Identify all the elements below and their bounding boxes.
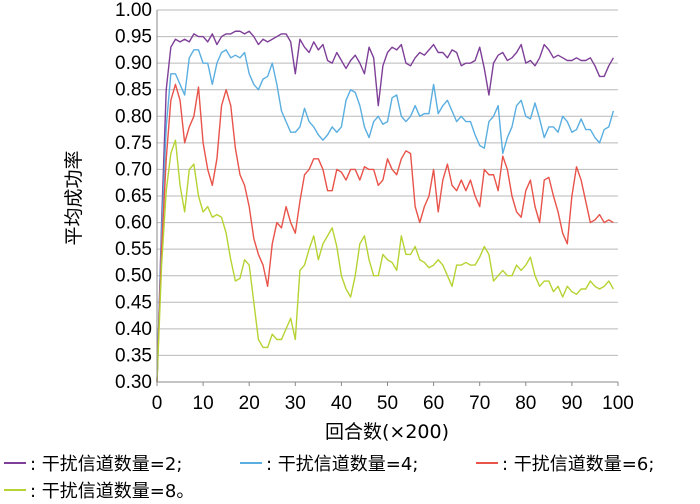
x-tick-label: 10 [193, 393, 214, 414]
y-tick-label: 0.40 [115, 319, 152, 340]
axes [156, 10, 619, 386]
x-tick-label: 50 [377, 393, 398, 414]
y-tick-label: 0.30 [115, 372, 152, 393]
legend-item-6: : 干扰信道数量=6; [476, 450, 654, 476]
series-line-4 [156, 139, 614, 383]
legend-item-8: : 干扰信道数量=8。 [4, 477, 194, 503]
x-tick-label: 0 [152, 393, 163, 414]
y-tick-label: 0.35 [115, 345, 152, 366]
legend: : 干扰信道数量=2; : 干扰信道数量=4; : 干扰信道数量=6; : 干扰… [0, 448, 700, 504]
y-tick-label: 0.70 [115, 159, 152, 180]
chart-svg: 0.30 0.35 0.40 0.45 0.50 0.55 0.60 0.65 0.70 0.75… [63, 0, 634, 443]
x-tick-label: 100 [602, 393, 634, 414]
y-tick-label: 1.00 [115, 0, 152, 21]
grid [157, 9, 618, 383]
y-tick-label: 0.75 [115, 133, 152, 154]
y-tick-label: 0.80 [115, 106, 152, 127]
legend-swatch-2 [4, 462, 26, 464]
legend-label-6: : 干扰信道数量=6; [502, 454, 655, 475]
y-tick-label: 0.65 [115, 186, 152, 207]
x-tick-label: 80 [515, 393, 536, 414]
x-tick-label: 90 [561, 393, 582, 414]
x-tick-label: 40 [331, 393, 352, 414]
legend-swatch-6 [476, 462, 498, 464]
y-tick-label: 0.45 [115, 292, 152, 313]
y-tick-label: 0.50 [115, 266, 152, 287]
legend-label-2: : 干扰信道数量=2; [30, 454, 183, 475]
legend-label-8: : 干扰信道数量=8。 [30, 481, 195, 502]
x-tick-labels: 0 10 20 30 40 50 60 70 80 90 100 [152, 393, 634, 414]
x-tick-label: 20 [239, 393, 260, 414]
legend-row-1: : 干扰信道数量=2; : 干扰信道数量=4; : 干扰信道数量=6; [0, 450, 700, 476]
series-line-1 [156, 30, 614, 383]
y-tick-label: 0.90 [115, 53, 152, 74]
y-tick-label: 0.95 [115, 27, 152, 48]
y-tick-label: 0.60 [115, 213, 152, 234]
series-line-3 [156, 83, 614, 383]
y-tick-label: 0.85 [115, 80, 152, 101]
x-tick-label: 70 [469, 393, 490, 414]
legend-swatch-4 [240, 462, 262, 464]
series-line-2 [156, 49, 615, 383]
x-tick-label: 30 [285, 393, 306, 414]
legend-item-2: : 干扰信道数量=2; [4, 450, 182, 476]
legend-item-4: : 干扰信道数量=4; [240, 450, 418, 476]
legend-swatch-8 [4, 489, 26, 491]
y-tick-label: 0.55 [115, 239, 152, 260]
x-tick-label: 60 [423, 393, 444, 414]
legend-label-4: : 干扰信道数量=4; [266, 454, 419, 475]
legend-row-2: : 干扰信道数量=8。 [0, 477, 700, 503]
y-axis-title: 平均成功率 [63, 150, 85, 245]
y-tick-labels: 0.30 0.35 0.40 0.45 0.50 0.55 0.60 0.65 0.70 0.75… [115, 0, 152, 393]
x-axis-title: 回合数(×200) [325, 421, 449, 443]
series-layer [156, 30, 615, 383]
